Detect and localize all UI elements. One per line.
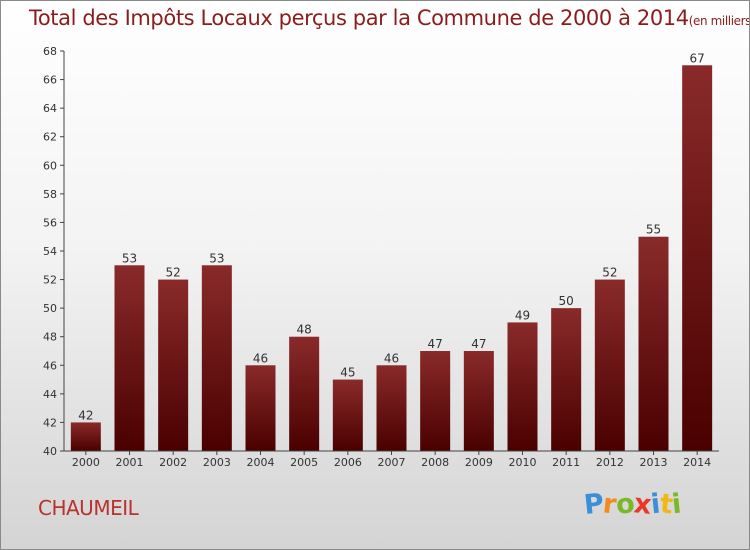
logo-letter: i: [670, 488, 683, 521]
x-tick-label: 2013: [640, 456, 668, 469]
x-tick-label: 2005: [290, 456, 318, 469]
x-tick-label: 2014: [683, 456, 711, 469]
bar-2002: [158, 279, 189, 451]
y-tick-label: 42: [43, 416, 57, 429]
y-tick-label: 44: [43, 388, 57, 401]
bar-2011: [551, 308, 582, 451]
bar-2014: [682, 65, 713, 452]
y-tick-label: 52: [43, 274, 57, 287]
value-label: 53: [209, 251, 224, 265]
bar-2010: [507, 322, 538, 451]
y-tick-label: 54: [43, 245, 57, 258]
x-tick-label: 2004: [247, 456, 275, 469]
value-label: 47: [471, 337, 486, 351]
value-label: 46: [253, 351, 268, 365]
y-tick-label: 60: [43, 159, 57, 172]
bar-2001: [114, 265, 145, 451]
proxiti-logo: Proxiti: [582, 488, 683, 521]
bar-2013: [638, 236, 669, 451]
bar-2005: [289, 336, 320, 451]
y-tick-label: 68: [43, 45, 57, 58]
value-label: 53: [122, 251, 137, 265]
commune-name: CHAUMEIL: [38, 496, 139, 520]
x-tick-label: 2006: [334, 456, 362, 469]
bar-2008: [420, 351, 451, 451]
bar-2009: [463, 351, 494, 451]
bar-2000: [70, 422, 101, 451]
chart-unit-note: (en milliers d'€): [688, 14, 750, 28]
x-tick-label: 2010: [509, 456, 537, 469]
y-tick-label: 50: [43, 302, 57, 315]
x-tick-label: 2012: [596, 456, 624, 469]
x-tick-label: 2003: [203, 456, 231, 469]
x-tick-label: 2000: [72, 456, 100, 469]
value-label: 45: [340, 366, 355, 380]
x-tick-label: 2007: [378, 456, 406, 469]
value-label: 47: [428, 337, 443, 351]
x-tick-label: 2002: [159, 456, 187, 469]
chart-title-text: Total des Impôts Locaux perçus par la Co…: [29, 6, 689, 30]
bar-2003: [201, 265, 232, 451]
y-tick-label: 58: [43, 188, 57, 201]
bar-2004: [245, 365, 276, 451]
x-tick-label: 2009: [465, 456, 493, 469]
x-tick-label: 2011: [552, 456, 580, 469]
y-tick-label: 56: [43, 216, 57, 229]
value-label: 55: [646, 223, 661, 237]
x-tick-label: 2001: [116, 456, 144, 469]
value-label: 52: [166, 266, 181, 280]
y-tick-label: 48: [43, 331, 57, 344]
bar-2006: [332, 379, 363, 451]
y-tick-label: 66: [43, 74, 57, 87]
value-label: 49: [515, 308, 530, 322]
bar-2007: [376, 365, 407, 451]
y-tick-label: 40: [43, 445, 57, 458]
value-label: 46: [384, 351, 399, 365]
value-label: 52: [602, 266, 617, 280]
chart-title: Total des Impôts Locaux perçus par la Co…: [29, 6, 750, 30]
value-label: 50: [559, 294, 574, 308]
y-tick-label: 64: [43, 102, 57, 115]
bar-2012: [594, 279, 625, 451]
y-tick-label: 62: [43, 131, 57, 144]
value-label: 48: [297, 323, 312, 337]
y-tick-label: 46: [43, 359, 57, 372]
value-label: 67: [690, 51, 705, 65]
x-tick-label: 2008: [421, 456, 449, 469]
value-label: 42: [78, 408, 93, 422]
